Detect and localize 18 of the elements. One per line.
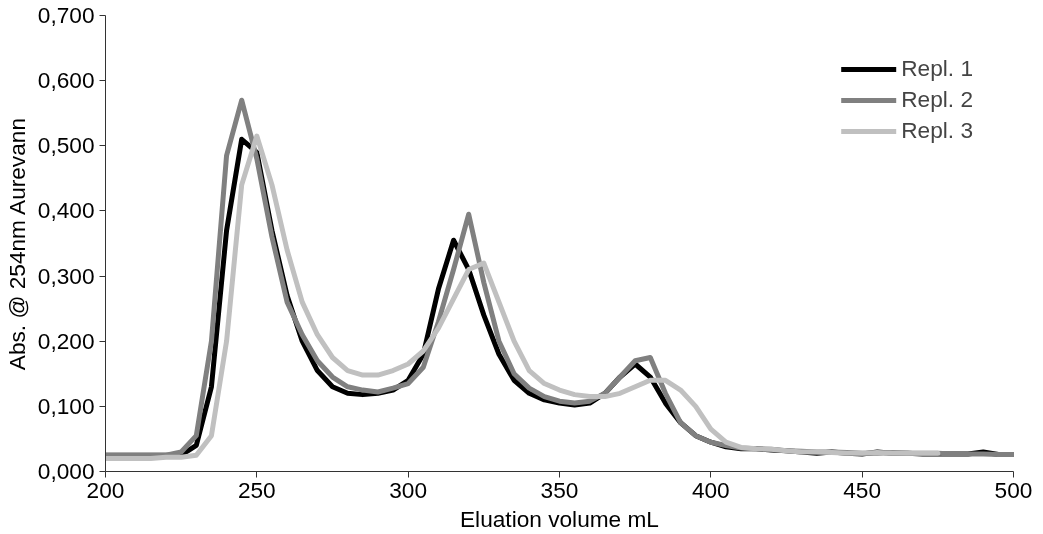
x-tick-label: 300 xyxy=(389,476,428,503)
x-tick-label: 250 xyxy=(237,476,276,503)
x-tick-label: 400 xyxy=(691,476,730,503)
x-tick-label: 450 xyxy=(843,476,882,503)
y-tick-label: 0,700 xyxy=(37,2,95,28)
x-tick-label: 500 xyxy=(994,476,1033,503)
legend-label: Repl. 2 xyxy=(901,86,973,113)
legend-label: Repl. 1 xyxy=(901,55,973,82)
y-tick-label: 0,600 xyxy=(37,67,95,94)
x-tick-label: 350 xyxy=(540,476,579,503)
y-tick-label: 0,400 xyxy=(37,197,95,224)
y-axis-title: Abs. @ 254nm Aurevann xyxy=(3,118,30,371)
y-tick-label: 0,200 xyxy=(37,327,95,354)
y-tick-label: 0,100 xyxy=(37,392,95,419)
x-axis-title: Eluation volume mL xyxy=(460,505,659,532)
y-tick-label: 0,300 xyxy=(37,262,95,289)
y-tick-label: 0,500 xyxy=(37,132,95,159)
legend-label: Repl. 3 xyxy=(901,117,973,144)
